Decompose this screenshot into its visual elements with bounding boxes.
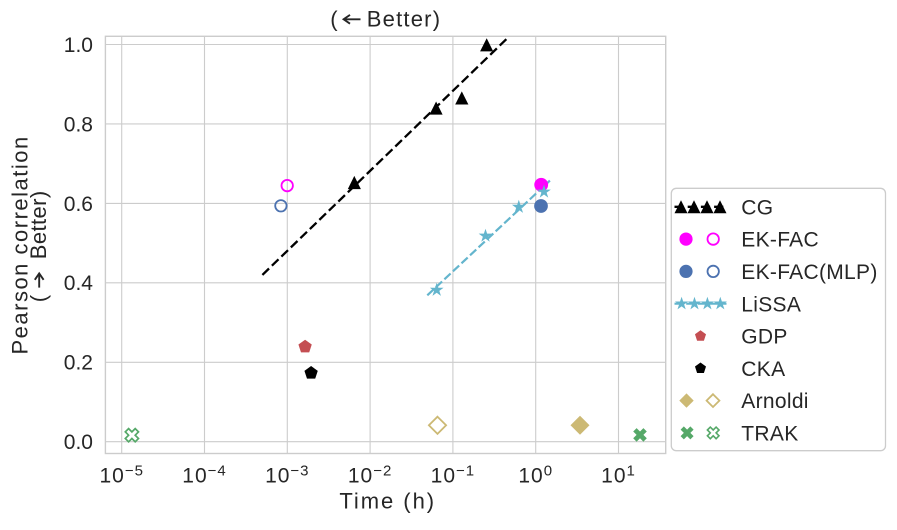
svg-text:0.2: 0.2 [64,352,93,375]
svg-text:(: ( [26,294,51,302]
svg-text:0.6: 0.6 [64,193,93,216]
svg-text:Pearson correlation: Pearson correlation [7,135,32,354]
svg-text:0.0: 0.0 [64,431,93,454]
svg-text:EK-FAC: EK-FAC [741,229,819,252]
svg-text:LiSSA: LiSSA [741,293,801,316]
svg-text:10−5: 10−5 [99,463,143,488]
svg-text:0.4: 0.4 [64,272,94,295]
svg-text:10−1: 10−1 [431,463,475,488]
svg-text:Better): Better) [26,190,51,259]
svg-text:10−4: 10−4 [182,463,226,488]
svg-text:100: 100 [518,463,553,488]
svg-text:CG: CG [741,196,773,219]
svg-text:10−3: 10−3 [265,463,309,488]
svg-text:TRAK: TRAK [741,423,798,446]
svg-text:Time (h): Time (h) [339,489,436,514]
svg-text:Arnoldi: Arnoldi [741,390,808,413]
svg-text:1.0: 1.0 [64,34,93,57]
svg-text:(: ( [330,6,338,31]
svg-text:101: 101 [601,463,636,488]
svg-text:CKA: CKA [741,358,785,381]
svg-text:10−2: 10−2 [348,463,392,488]
svg-text:EK-FAC(MLP): EK-FAC(MLP) [741,261,877,284]
svg-text:Better): Better) [367,6,441,31]
svg-text:GDP: GDP [741,326,787,349]
svg-text:0.8: 0.8 [64,113,93,136]
